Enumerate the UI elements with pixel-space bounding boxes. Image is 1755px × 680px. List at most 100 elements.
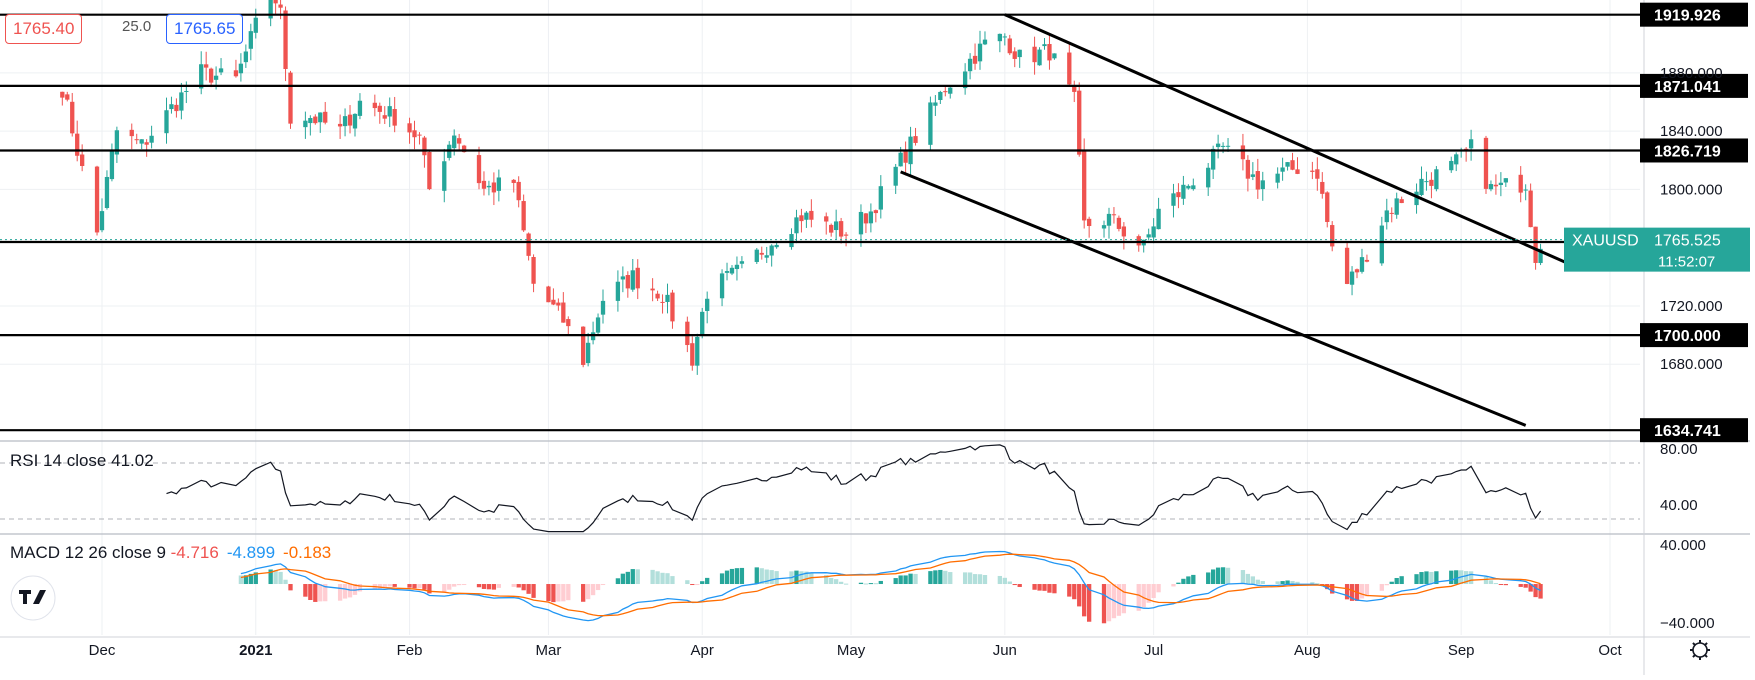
macd-bar-42 <box>347 584 353 598</box>
candle-body-89 <box>670 292 675 322</box>
candle-body-36 <box>308 118 313 124</box>
candle-body-198 <box>1429 179 1434 186</box>
macd-bar-27 <box>243 575 249 585</box>
macd-bar-69 <box>531 584 536 598</box>
candle-body-99 <box>739 261 745 264</box>
macd-bar-101 <box>759 568 764 585</box>
candle-body-81 <box>620 276 626 280</box>
time-label-0: Dec <box>89 642 116 659</box>
candle-body-142 <box>1042 44 1047 47</box>
candle-body-174 <box>1260 180 1265 190</box>
candle-body-188 <box>1359 257 1365 272</box>
macd-value-1: -4.899 <box>227 543 275 562</box>
time-axis[interactable]: Dec 2021 Feb Mar Apr May Jun Jul Aug Sep Oct <box>89 640 1710 660</box>
candle-body-181 <box>1315 169 1320 179</box>
price-tick-4: 1880.000 <box>1660 65 1723 82</box>
macd-bar-148 <box>1082 584 1087 617</box>
macd-bar-174 <box>1260 581 1265 585</box>
candle-body-177 <box>1285 162 1290 167</box>
level-label-2: 1826.719 <box>1654 143 1721 160</box>
candle-body-52 <box>417 134 422 136</box>
candle-body-34 <box>288 72 293 124</box>
candle-body-48 <box>387 106 392 117</box>
bid-price[interactable]: 1765.40 <box>5 14 83 44</box>
candle-body-197 <box>1424 181 1429 183</box>
candle-body-96 <box>724 271 730 273</box>
macd-bar-139 <box>1017 584 1022 587</box>
candle-body-161 <box>1176 192 1181 198</box>
candle-body-127 <box>938 91 943 100</box>
candle-body-23 <box>213 75 219 80</box>
candle-body-15 <box>164 110 169 134</box>
macd-bar-113 <box>838 581 844 585</box>
candle-body-147 <box>1077 90 1082 155</box>
candle-body-76 <box>585 342 591 364</box>
candle-body-116 <box>863 213 869 224</box>
ask-price[interactable]: 1765.65 <box>166 14 244 44</box>
macd-tick-0: 40.000 <box>1660 537 1706 554</box>
macd-bar-93 <box>700 581 705 585</box>
candle-body-67 <box>521 201 526 231</box>
macd-bar-186 <box>1349 584 1355 601</box>
candle-body-59 <box>461 145 467 153</box>
candle-body-132 <box>972 55 978 64</box>
macd-bar-141 <box>1037 584 1042 591</box>
trend-lines[interactable] <box>900 13 1566 427</box>
candle-body-13 <box>144 142 149 145</box>
macd-bar-168 <box>1220 567 1226 585</box>
candle-body-21 <box>204 64 209 68</box>
candle-body-105 <box>789 234 794 248</box>
macd-bar-34 <box>288 584 293 591</box>
macd-bar-160 <box>1171 584 1176 587</box>
candle-body-130 <box>962 71 968 89</box>
candle-body-117 <box>868 211 874 224</box>
candle-body-164 <box>1191 185 1196 190</box>
candle-body-144 <box>1052 53 1057 59</box>
price-axis[interactable]: 1680.000 1720.000 1800.000 1840.000 1880.000… <box>0 65 1750 632</box>
level-label-0: 1919.926 <box>1654 8 1721 25</box>
macd-bar-107 <box>799 571 804 585</box>
time-label-5: May <box>837 642 866 659</box>
candle-body-9 <box>114 130 120 155</box>
candle-body-10 <box>129 129 134 137</box>
macd-bar-164 <box>1191 574 1196 585</box>
candle-body-159 <box>1156 208 1161 230</box>
macd-line <box>240 550 1541 622</box>
macd-bar-127 <box>938 569 943 585</box>
macd-bar-137 <box>1007 581 1012 585</box>
candle-body-22 <box>208 68 214 83</box>
candle-body-205 <box>1483 137 1489 189</box>
macd-bar-156 <box>1141 584 1146 608</box>
macd-bar-128 <box>943 570 948 585</box>
macd-bar-29 <box>253 572 258 585</box>
macd-bar-89 <box>670 576 675 585</box>
candle-body-171 <box>1245 159 1251 179</box>
candle-body-42 <box>347 114 353 126</box>
candle-body-195 <box>1414 191 1419 206</box>
candle-body-44 <box>357 100 363 116</box>
candle-body-207 <box>1493 184 1499 187</box>
candle-body-11 <box>134 139 139 141</box>
macd-bar-145 <box>1067 584 1072 597</box>
horizontal-levels[interactable]: 1919.9261871.0411826.7191763.8871700.000… <box>0 2 1748 443</box>
candle-body-212 <box>1528 190 1533 228</box>
macd-bar-135 <box>997 575 1003 585</box>
candle-body-31 <box>273 0 278 4</box>
candle-body-179 <box>1295 169 1300 174</box>
candle-body-170 <box>1240 145 1246 160</box>
macd-bar-33 <box>283 579 288 585</box>
macd-bar-80 <box>615 578 621 585</box>
macd-bar-39 <box>323 584 328 602</box>
candle-body-180 <box>1310 170 1315 172</box>
macd-bar-133 <box>977 574 983 585</box>
macd-bar-72 <box>556 584 561 602</box>
candle-body-94 <box>705 298 710 312</box>
macd-bar-74 <box>566 584 571 601</box>
candle-body-201 <box>1454 154 1459 165</box>
macd-bar-203 <box>1463 571 1469 585</box>
last-price-label: 1765.525 <box>1654 233 1721 250</box>
countdown-label: 11:52:07 <box>1658 254 1715 271</box>
